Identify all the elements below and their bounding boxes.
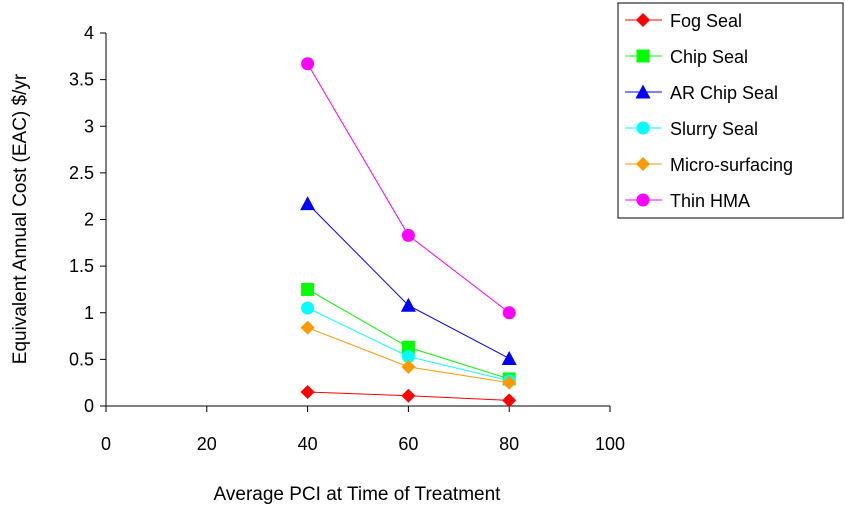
- series-line: [307, 203, 510, 359]
- legend-label: AR Chip Seal: [670, 83, 778, 103]
- legend-marker: [636, 193, 650, 207]
- data-point: [401, 359, 416, 374]
- y-axis-label: Equivalent Annual Cost (EAC) $/yr: [10, 73, 31, 364]
- series-fog-seal: [300, 385, 517, 408]
- y-tick-label: 1: [84, 303, 94, 323]
- legend-marker: [636, 157, 650, 171]
- axes: 00.511.522.533.540 20 40 60 80 100: [69, 23, 625, 454]
- legend-marker: [636, 13, 650, 27]
- legend-label: Micro-surfacing: [670, 155, 793, 175]
- series-ar-chip-seal: [300, 196, 517, 365]
- data-point: [301, 301, 315, 315]
- y-tick-label: 3.5: [69, 70, 94, 90]
- data-point: [401, 340, 415, 354]
- data-point: [300, 385, 315, 400]
- data-point: [401, 350, 415, 364]
- legend-label: Fog Seal: [670, 11, 742, 31]
- y-tick-label: 1.5: [69, 256, 94, 276]
- data-point: [502, 393, 517, 408]
- data-point: [300, 196, 316, 211]
- x-tick-label: 40: [298, 434, 318, 454]
- data-point: [502, 375, 517, 390]
- y-tick-label: 2: [84, 210, 94, 230]
- data-point: [300, 320, 315, 335]
- y-tick-label: 4: [84, 23, 94, 43]
- legend-item: Thin HMA: [625, 191, 750, 211]
- legend-item: AR Chip Seal: [625, 83, 778, 103]
- y-tick-label: 0: [84, 396, 94, 416]
- legend-label: Slurry Seal: [670, 119, 758, 139]
- legend-label: Thin HMA: [670, 191, 750, 211]
- data-point: [301, 282, 315, 296]
- x-tick-label: 20: [197, 434, 217, 454]
- x-tick-label: 100: [595, 434, 625, 454]
- y-tick-label: 2.5: [69, 163, 94, 183]
- series-layer: [300, 57, 517, 408]
- data-point: [502, 306, 516, 320]
- data-point: [401, 388, 416, 403]
- legend-item: Slurry Seal: [625, 119, 758, 139]
- legend-marker: [636, 49, 650, 63]
- x-axis-label: Average PCI at Time of Treatment: [214, 484, 502, 505]
- legend-item: Micro-surfacing: [625, 155, 793, 175]
- series-micro-surfacing: [300, 320, 517, 390]
- x-tick-label: 0: [101, 434, 111, 454]
- series-line: [307, 63, 510, 314]
- legend-box: [617, 2, 844, 219]
- legend-item: Chip Seal: [625, 47, 748, 67]
- legend: Fog Seal Chip Seal AR Chip Seal Slurry Seal…: [617, 2, 844, 219]
- data-point: [400, 297, 416, 312]
- data-point: [501, 350, 517, 365]
- series-thin-hma: [301, 57, 516, 320]
- legend-marker: [636, 121, 650, 135]
- x-tick-label: 80: [499, 434, 519, 454]
- y-tick-label: 0.5: [69, 349, 94, 369]
- legend-label: Chip Seal: [670, 47, 748, 67]
- legend-item: Fog Seal: [625, 11, 742, 31]
- data-point: [301, 57, 315, 71]
- data-point: [401, 228, 415, 242]
- y-tick-label: 3: [84, 116, 94, 136]
- x-tick-label: 60: [398, 434, 418, 454]
- legend-marker: [635, 84, 651, 99]
